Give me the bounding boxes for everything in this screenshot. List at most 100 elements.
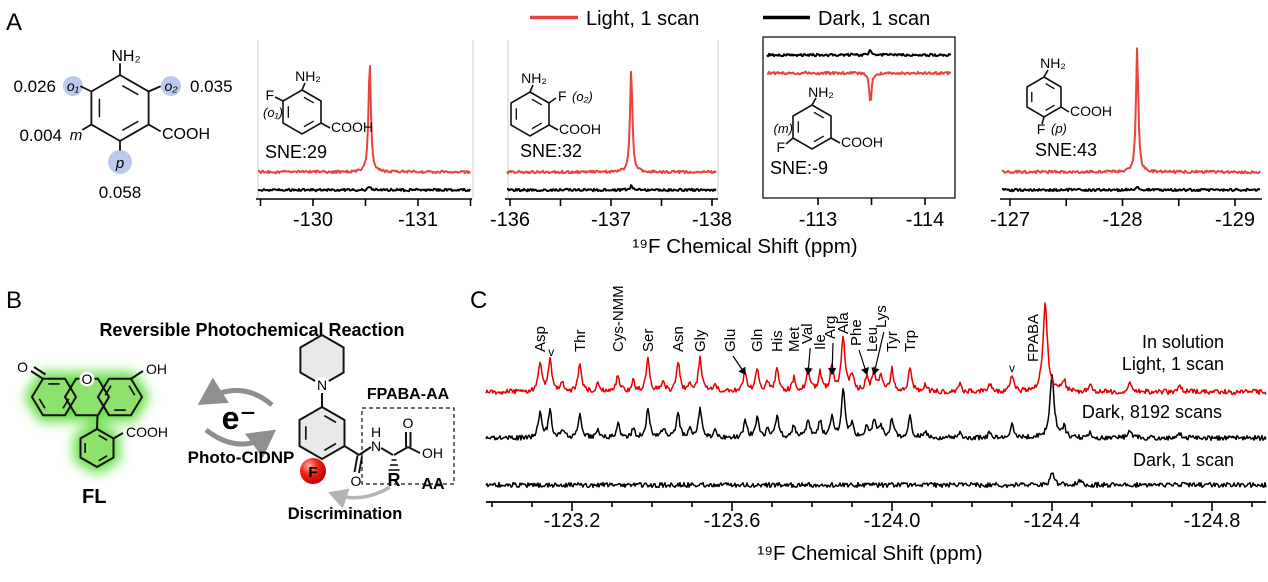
panel-a: A Light, 1 scan Dark, 1 scan NH₂ COOH	[6, 8, 1262, 258]
panel-c: C -123.2 -123.6 -124.0 -124.4 -124.8 Asp Thr Cy…	[470, 285, 1267, 565]
photo-cidnp-label: Photo-CIDNP	[188, 448, 295, 467]
aromatic-inner-bond	[303, 96, 315, 104]
aromatic-inner-bond	[98, 434, 108, 441]
peak-label-arrow	[732, 355, 746, 375]
amine-label: NH₂	[111, 48, 140, 65]
peak-label-ile: Ile	[812, 334, 829, 350]
panel-b-letter: B	[6, 287, 22, 314]
aromatic-inner-bond	[813, 111, 825, 119]
fluorescein-ring-fill	[32, 378, 142, 467]
ring-o-bg	[79, 371, 95, 387]
peak-label-phe: Phe	[848, 319, 865, 346]
ring-o-label: O	[82, 371, 93, 387]
peak-label-ser: Ser	[640, 329, 657, 352]
acid-oh-label: OH	[422, 445, 443, 461]
structure-o1: NH₂ F (o₁) COOH SNE:29	[263, 68, 373, 162]
aromatic-inner-bond	[62, 398, 70, 409]
peak-label-thr: Thr	[572, 329, 589, 352]
aromatic-inner-bond	[38, 398, 46, 409]
aromatic-inner-bond	[98, 455, 108, 462]
peak-label-fpaba: FPABA	[1025, 314, 1042, 362]
peak-label-lys: Lys	[873, 305, 890, 328]
aromatic-inner-bond	[303, 120, 315, 128]
x-tick-label: -137	[591, 209, 631, 231]
x-tick-label: -124.0	[864, 510, 921, 532]
electron-cycle: e⁻ Photo-CIDNP	[188, 377, 295, 467]
peak-label-gly: Gly	[692, 329, 709, 352]
panel-b-title: Reversible Photochemical Reaction	[99, 320, 404, 340]
highlight-o1	[63, 76, 83, 96]
x-tick-label: -129	[1215, 209, 1255, 231]
pip-n-bg	[314, 377, 330, 393]
peak-label-arrow	[804, 347, 813, 376]
acid-label: COOH	[841, 134, 883, 150]
sne-value: SNE:43	[1035, 140, 1097, 160]
impurity-mark: v	[548, 345, 554, 359]
x-tick-label: -136	[490, 209, 530, 231]
site-label: (p)	[1051, 121, 1067, 136]
trace-label-dark-1: Dark, 1 scan	[1133, 450, 1234, 470]
acid-o-label: O	[403, 415, 414, 431]
peak-label-tyr: Tyr	[884, 331, 901, 352]
aromatic-inner-bond	[323, 442, 337, 452]
amine-label: NH₂	[1040, 55, 1066, 71]
value-o1: 0.026	[13, 77, 56, 96]
fluorescein: O O OH COOH FL	[17, 359, 168, 508]
site-label: (o₁)	[263, 105, 283, 120]
legend: Light, 1 scan Dark, 1 scan	[530, 8, 930, 30]
fpaba-aa-label: FPABA-AA	[367, 386, 450, 403]
spectrum-a4: -127 -128 -129	[990, 47, 1262, 231]
spectrum-c: -123.2 -123.6 -124.0 -124.4 -124.8 Asp Thr Cys-…	[485, 285, 1267, 532]
peak-label-val: Val	[799, 323, 816, 344]
amine-label: NH₂	[808, 84, 834, 100]
fluorine-label: F	[1037, 121, 1046, 137]
trace-dark-1scan	[485, 472, 1267, 489]
panel-a-xlabel: ¹⁹F Chemical Shift (ppm)	[632, 235, 857, 258]
legend-light-label: Light, 1 scan	[586, 8, 699, 30]
panel-c-xlabel: ¹⁹F Chemical Shift (ppm)	[757, 542, 982, 565]
aa-dashed-box	[361, 407, 455, 485]
amide-o-label: O	[351, 473, 362, 489]
peak-label-his: His	[769, 330, 786, 352]
trace-label-in-solution: In solution	[1142, 332, 1224, 352]
spectrum-a2: -136 -137 -138	[490, 40, 732, 231]
peak-label-glu: Glu	[722, 329, 739, 352]
aromatic-inner-bond	[531, 98, 543, 106]
value-m: 0.004	[19, 126, 62, 145]
aromatic-inner-bond	[104, 385, 112, 396]
ketone-o-label: O	[17, 359, 28, 375]
discrimination-arrow	[328, 485, 391, 509]
aa-label: AA	[421, 476, 445, 493]
site-p: p	[115, 155, 124, 172]
x-tick-label: -130	[293, 209, 333, 231]
trace-label-dark-8192: Dark, 8192 scans	[1082, 402, 1222, 422]
structure-p: NH₂ COOH F (p) SNE:43	[1026, 55, 1112, 160]
aromatic-inner-bond	[813, 135, 825, 143]
amine-label: NH₂	[295, 68, 321, 84]
structure-o2: NH₂ F (o₂) COOH SNE:32	[510, 70, 601, 161]
peak-label-gln: Gln	[749, 329, 766, 352]
fl-name: FL	[82, 486, 106, 508]
panel-c-letter: C	[470, 287, 487, 314]
x-tick-label: -123.2	[544, 510, 601, 532]
x-tick-label: -123.6	[704, 510, 761, 532]
fluorine-label: F	[776, 139, 785, 155]
cycle-arrow-bottom	[204, 427, 277, 458]
trace-dark-8192	[485, 373, 1267, 442]
cooh-label: COOH	[126, 424, 168, 440]
acid-label: COOH	[162, 126, 210, 143]
site-label: (o₂)	[572, 89, 593, 104]
impurity-mark: v	[1009, 361, 1015, 375]
acid-label: COOH	[559, 121, 601, 137]
peak-label-arrow	[827, 342, 837, 376]
cycle-arrow-top	[197, 377, 274, 407]
trace-dark	[766, 49, 952, 58]
site-o2: o₂	[164, 78, 178, 94]
sne-value: SNE:-9	[770, 158, 828, 178]
x-tick-label: -114	[906, 209, 945, 231]
highlight-o2	[161, 76, 181, 96]
trace-dark	[257, 186, 471, 193]
amine-label: NH₂	[521, 70, 547, 86]
